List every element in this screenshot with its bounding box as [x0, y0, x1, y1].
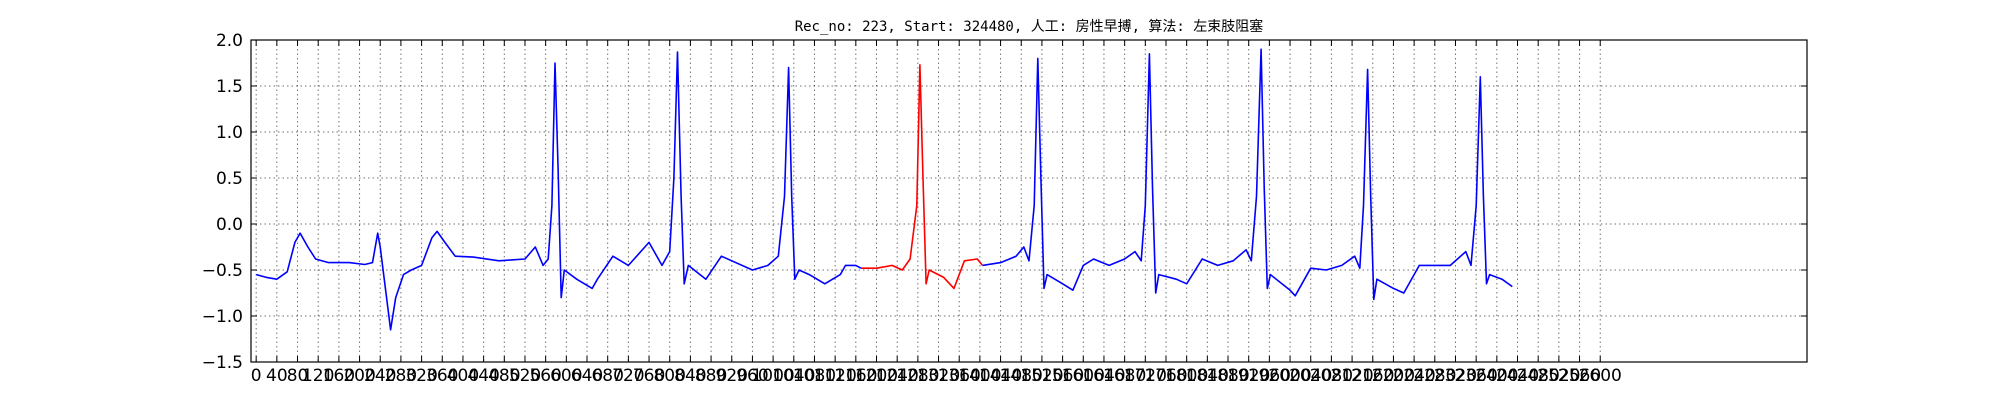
- x-tick-label: 2040: [1289, 366, 1332, 386]
- x-tick-label: 1280: [896, 366, 939, 386]
- x-tick-label: 2320: [1434, 366, 1477, 386]
- series-line-3: [982, 48, 1513, 301]
- y-tick-label: 2.0: [216, 31, 243, 51]
- x-tick-label: 1080: [793, 366, 836, 386]
- x-tick-label: 2520: [1537, 366, 1580, 386]
- x-tick-label: 1360: [938, 366, 981, 386]
- x-tick-label: 480: [488, 366, 520, 386]
- x-tick-label: 2200: [1372, 366, 1415, 386]
- x-tick-label: 560: [529, 366, 561, 386]
- series-line-1: [255, 51, 862, 331]
- x-tick-label: 2600: [1579, 366, 1622, 386]
- x-tick-label: 2000: [1268, 366, 1311, 386]
- x-axis: 0 40 8012016020024028032036040044048052056…: [251, 40, 1622, 386]
- x-tick-label: 1680: [1103, 366, 1146, 386]
- x-tick-label: 240: [364, 366, 396, 386]
- y-tick-label: −1.5: [202, 353, 243, 373]
- x-tick-label: 880: [695, 366, 727, 386]
- x-tick-label: 1800: [1165, 366, 1208, 386]
- x-tick-label: 1240: [876, 366, 919, 386]
- x-tick-label: 200: [343, 366, 375, 386]
- x-tick-label: 160: [323, 366, 355, 386]
- x-tick-label: 1440: [979, 366, 1022, 386]
- x-tick-label: 800: [653, 366, 685, 386]
- x-tick-label: 680: [591, 366, 623, 386]
- plot-area-frame: [250, 39, 1808, 363]
- x-tick-label: 120: [302, 366, 334, 386]
- y-tick-label: 1.0: [216, 123, 243, 143]
- x-tick-label: 760: [633, 366, 665, 386]
- x-tick-label: 1960: [1248, 366, 1291, 386]
- y-tick-label: 0.5: [216, 169, 243, 189]
- x-tick-label: 2160: [1351, 366, 1394, 386]
- x-tick-label: 1640: [1082, 366, 1125, 386]
- x-tick-label: 1720: [1124, 366, 1167, 386]
- y-tick-label: 1.5: [216, 77, 243, 97]
- x-tick-label: 2240: [1392, 366, 1435, 386]
- x-tick-label: 2400: [1475, 366, 1518, 386]
- x-tick-label: 360: [426, 366, 458, 386]
- x-tick-label: 600: [550, 366, 582, 386]
- x-tick-label: 1400: [958, 366, 1001, 386]
- x-tick-label: 1200: [855, 366, 898, 386]
- x-tick-label: 40: [266, 366, 288, 386]
- y-tick-label: −0.5: [202, 261, 243, 281]
- x-tick-label: 1560: [1041, 366, 1084, 386]
- x-tick-label: 2080: [1310, 366, 1353, 386]
- x-tick-label: 1880: [1206, 366, 1249, 386]
- y-tick-label: −1.0: [202, 307, 243, 327]
- x-tick-label: 520: [509, 366, 541, 386]
- x-tick-label: 1920: [1227, 366, 1270, 386]
- x-tick-label: 280: [385, 366, 417, 386]
- x-tick-label: 960: [736, 366, 768, 386]
- x-tick-label: 1840: [1186, 366, 1229, 386]
- x-tick-label: 1520: [1020, 366, 1063, 386]
- x-tick-label: 840: [674, 366, 706, 386]
- series-layer: [255, 48, 1513, 331]
- grid: [251, 40, 1807, 362]
- series-line-2: [861, 64, 984, 290]
- x-tick-label: 440: [467, 366, 499, 386]
- y-axis: −1.5 −1.0 −0.5 0.0 0.5 1.0 1.5 2.0: [202, 31, 1807, 373]
- x-tick-label: 320: [405, 366, 437, 386]
- x-tick-label: 2440: [1496, 366, 1539, 386]
- x-tick-label: 1160: [834, 366, 877, 386]
- chart-title: Rec_no: 223, Start: 324480, 人工: 房性早搏, 算法…: [795, 18, 1264, 35]
- x-tick-label: 720: [612, 366, 644, 386]
- x-tick-label: 2120: [1330, 366, 1373, 386]
- x-tick-label: 920: [716, 366, 748, 386]
- x-tick-label: 640: [571, 366, 603, 386]
- x-tick-label: 1320: [917, 366, 960, 386]
- x-tick-label: 1480: [1000, 366, 1043, 386]
- x-tick-label: 2280: [1413, 366, 1456, 386]
- x-tick-label: 1000: [751, 366, 794, 386]
- x-tick-label: 2360: [1455, 366, 1498, 386]
- x-tick-label: 1760: [1144, 366, 1187, 386]
- x-tick-label: 2560: [1558, 366, 1601, 386]
- x-tick-label: 1120: [814, 366, 857, 386]
- x-tick-label: 80: [287, 366, 309, 386]
- x-tick-label: 1600: [1062, 366, 1105, 386]
- x-tick-label: 400: [447, 366, 479, 386]
- x-tick-label: 2480: [1517, 366, 1560, 386]
- x-tick-label: 0: [251, 366, 262, 386]
- x-tick-label: 1040: [772, 366, 815, 386]
- y-tick-label: 0.0: [216, 215, 243, 235]
